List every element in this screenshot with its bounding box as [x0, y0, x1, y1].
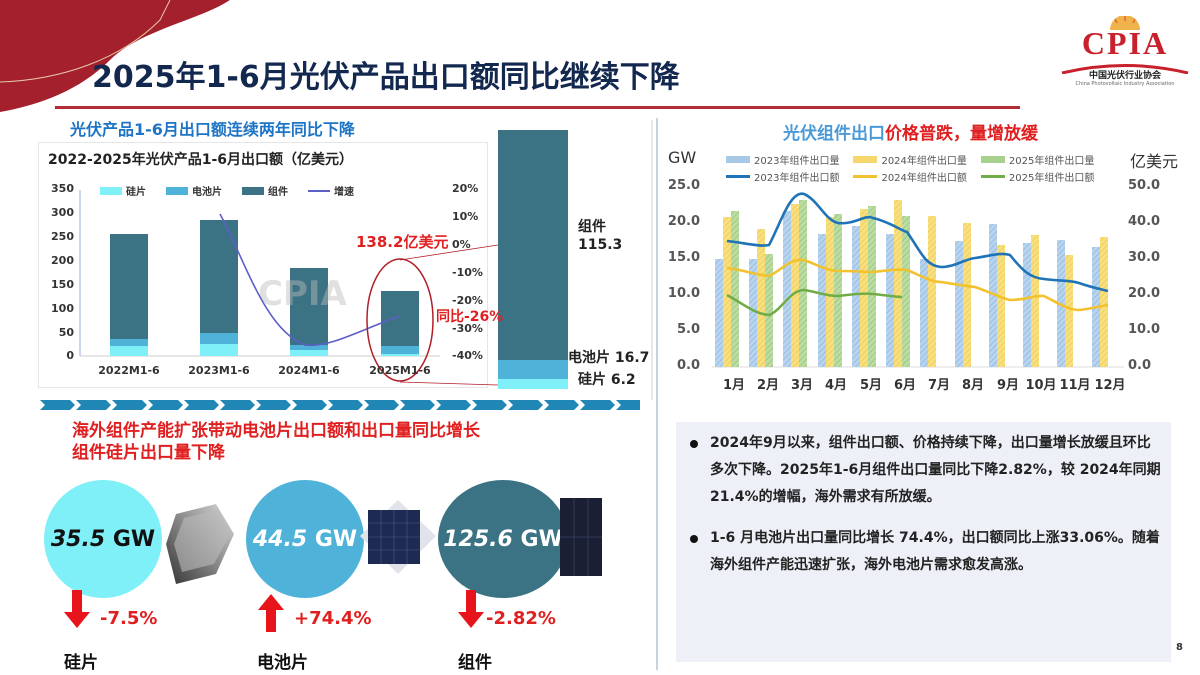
sun-icon	[1110, 16, 1140, 30]
x-label-2024: 2024M1-6	[278, 364, 340, 377]
headline-line-2: 组件硅片出口量下降	[72, 443, 225, 463]
line-2024-value	[726, 258, 1109, 312]
logo-text: CPIA	[1081, 25, 1169, 61]
bullet-item: 1-6 月电池片出口量同比增长 74.4%，出口额同比上涨33.06%。随着海外…	[690, 525, 1161, 579]
cell-volume-circle: 44.5 GW	[246, 480, 364, 598]
x-label-2023: 2023M1-6	[188, 364, 250, 377]
svg-text:CPIA: CPIA	[258, 274, 348, 314]
section-divider	[656, 118, 658, 670]
title-divider	[55, 106, 1020, 109]
cpia-logo: CPIA 中国光伏行业协会 China Photovoltaic Industr…	[1060, 10, 1190, 90]
module-export-chart	[712, 192, 1124, 368]
decorative-header-shape	[0, 0, 230, 112]
right-axis-unit: 亿美元	[1130, 152, 1179, 171]
left-chart-legend: 硅片 电池片 组件 增速	[100, 183, 354, 198]
x-label-2022: 2022M1-6	[98, 364, 160, 377]
module-label: 组件	[458, 653, 492, 673]
arrow-down-icon	[458, 590, 484, 628]
arrow-up-icon	[258, 594, 284, 632]
page-title: 2025年1-6月光伏产品出口额同比继续下降	[92, 60, 680, 95]
legend-2023-volume: 2023年组件出口量	[726, 152, 839, 167]
page-number: 8	[1176, 642, 1183, 653]
left-axis-unit: GW	[668, 148, 697, 167]
bullet-dot-icon	[690, 535, 698, 543]
legend-2024-volume: 2024年组件出口量	[853, 152, 967, 167]
cell-label: 电池片 16.7	[568, 350, 650, 366]
bullet-item: 2024年9月以来，组件出口额、价格持续下降，出口量增长放缓且环比多次下降。20…	[690, 430, 1161, 511]
left-chart-title: 2022-2025年光伏产品1-6月出口额（亿美元）	[48, 152, 354, 168]
module-change: -2.82%	[486, 608, 556, 629]
solar-cell-image	[360, 500, 436, 574]
legend-wafer: 硅片	[100, 183, 146, 198]
module-label: 组件	[578, 219, 606, 235]
wafer-change: -7.5%	[100, 608, 158, 629]
cell-label: 电池片	[257, 653, 308, 673]
x-label-2025: 2025M1-6	[369, 364, 431, 377]
legend-growth: 增速	[308, 183, 354, 198]
line-2023-value	[726, 192, 1109, 293]
line-2025-value	[726, 288, 903, 317]
wafer-volume-circle: 35.5 GW	[44, 480, 162, 598]
bar-2025	[381, 291, 419, 356]
yoy-annotation: 同比-26%	[436, 309, 504, 325]
legend-2023-value: 2023年组件出口额	[726, 169, 839, 184]
wafer-label: 硅片	[64, 653, 98, 673]
headline-line-1: 海外组件产能扩张带动电池片出口额和出口量同比增长	[72, 421, 480, 441]
wafer-image	[166, 504, 234, 584]
bars-2025	[731, 200, 910, 367]
logo-subtitle-en: China Photovoltaic Industry Association	[1075, 81, 1175, 87]
module-value: 115.3	[578, 237, 623, 253]
right-chart-title: 光伏组件出口价格普跌，量增放缓	[783, 124, 1038, 144]
solar-module-image	[560, 498, 602, 576]
breakdown-bar	[498, 130, 568, 389]
arrow-down-icon	[64, 590, 90, 628]
chevron-divider	[40, 400, 640, 410]
bar-2024	[290, 268, 328, 356]
legend-cell: 电池片	[166, 183, 222, 198]
summary-textbox: 2024年9月以来，组件出口额、价格持续下降，出口量增长放缓且环比多次下降。20…	[676, 422, 1171, 662]
right-legend-row-2: 2023年组件出口额 2024年组件出口额 2025年组件出口额	[726, 169, 1094, 184]
left-chart-plot: CPIA	[79, 120, 653, 400]
wafer-label: 硅片 6.2	[578, 372, 636, 388]
right-legend-row-1: 2023年组件出口量 2024年组件出口量 2025年组件出口量	[726, 152, 1094, 167]
legend-2025-value: 2025年组件出口额	[980, 169, 1094, 184]
legend-module: 组件	[242, 183, 288, 198]
left-subtitle: 光伏产品1-6月出口额连续两年同比下降	[70, 120, 355, 139]
bar-2022	[110, 234, 148, 356]
cell-change: +74.4%	[294, 608, 372, 629]
logo-arc	[1061, 64, 1189, 74]
module-volume-circle: 125.6 GW	[438, 480, 568, 598]
bullet-dot-icon	[690, 440, 698, 448]
legend-2024-value: 2024年组件出口额	[853, 169, 967, 184]
total-annotation: 138.2亿美元	[356, 233, 449, 251]
legend-2025-volume: 2025年组件出口量	[980, 152, 1094, 167]
bars-2024	[723, 200, 1108, 367]
bottom-left-headline: 海外组件产能扩张带动电池片出口额和出口量同比增长 组件硅片出口量下降	[72, 420, 480, 464]
logo-subtitle: 中国光伏行业协会	[1088, 71, 1161, 81]
